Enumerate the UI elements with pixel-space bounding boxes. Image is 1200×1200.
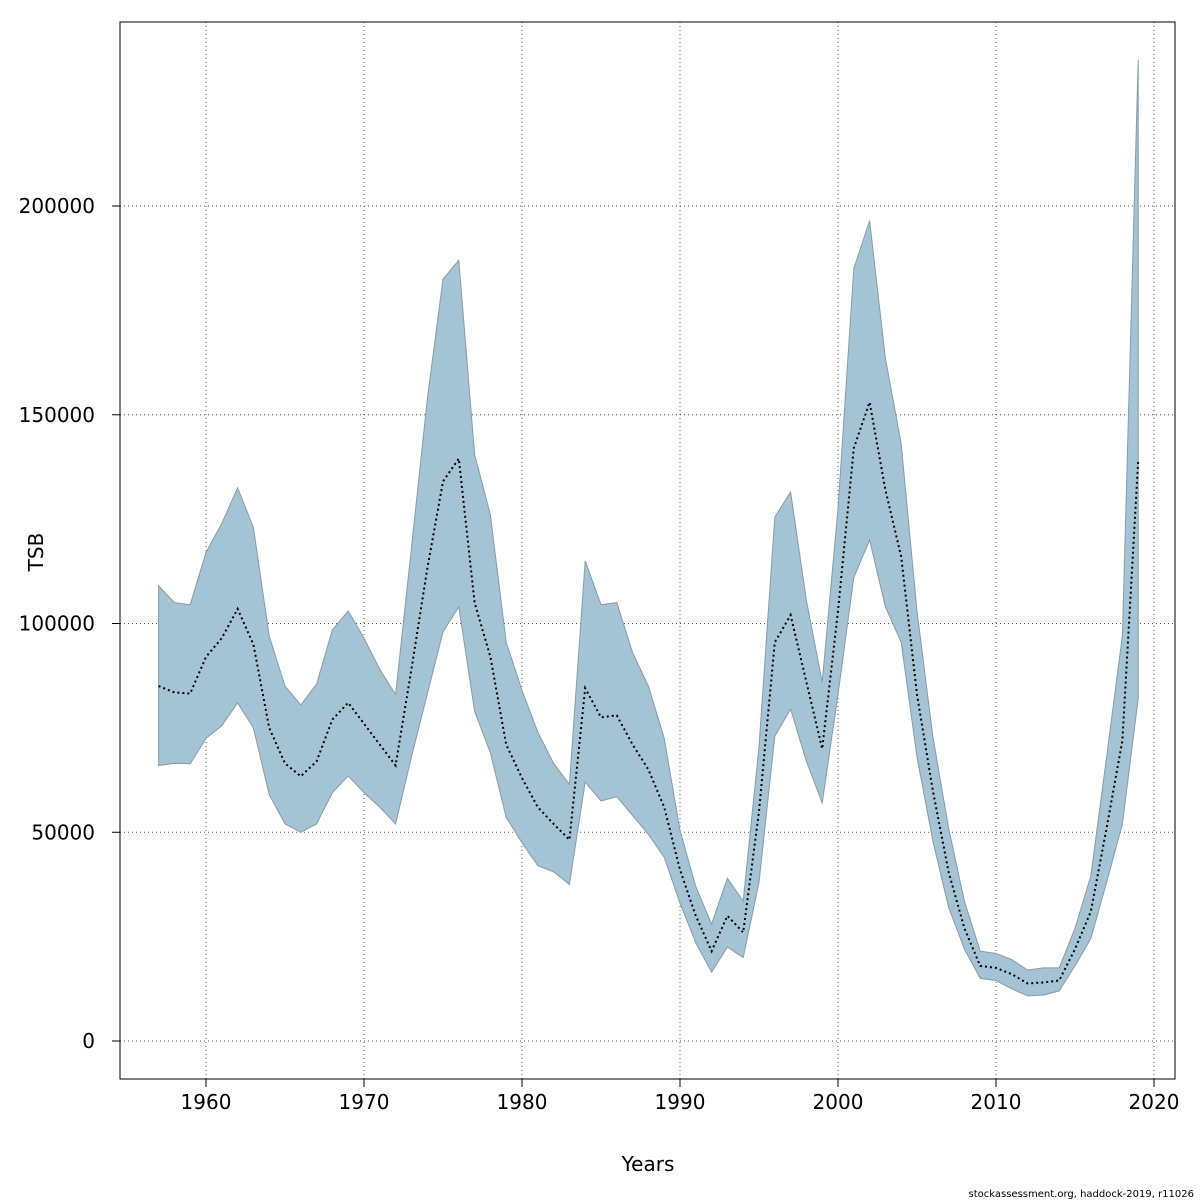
y-axis-title: TSB [24, 533, 48, 573]
y-tick-label-100000: 100000 [19, 612, 95, 636]
x-tick-label-2020: 2020 [1129, 1090, 1180, 1114]
y-tick-label-150000: 150000 [19, 403, 95, 427]
credit-text: stockassessment.org, haddock-2019, r1102… [969, 1189, 1194, 1200]
y-tick-label-50000: 50000 [31, 820, 95, 844]
plot-frame [119, 21, 1176, 1080]
x-tick-label-1970: 1970 [339, 1090, 390, 1114]
x-tick-label-2000: 2000 [813, 1090, 864, 1114]
x-tick-label-1980: 1980 [497, 1090, 548, 1114]
confidence-band [158, 59, 1139, 997]
y-tick-label-200000: 200000 [19, 194, 95, 218]
x-tick-label-1990: 1990 [655, 1090, 706, 1114]
x-axis-title: Years [621, 1152, 675, 1176]
y-tick-label-0: 0 [82, 1029, 95, 1053]
x-tick-label-1960: 1960 [181, 1090, 232, 1114]
axes: 1960 1970 1980 1990 2000 2010 2020 0 50000 100000… [19, 194, 1180, 1114]
x-tick-label-2010: 2010 [971, 1090, 1022, 1114]
tsb-estimate-line [158, 398, 1140, 985]
grid-lines [120, 22, 1175, 1079]
